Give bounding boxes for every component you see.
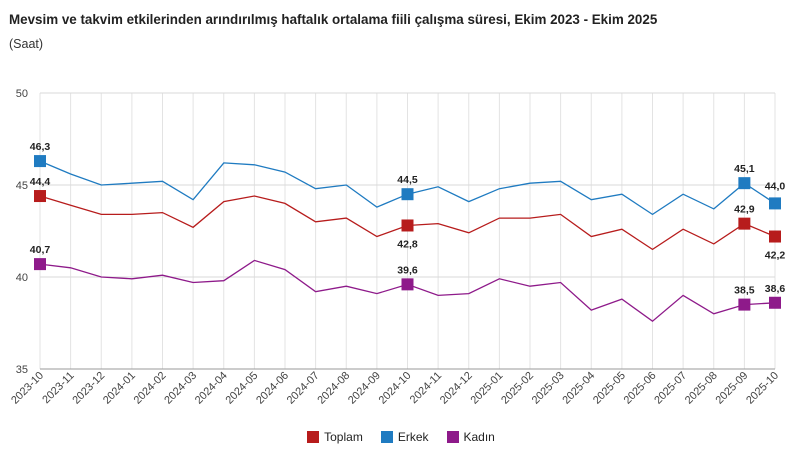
x-tick-label: 2024-01 xyxy=(101,370,138,407)
x-tick-label: 2024-12 xyxy=(438,370,475,407)
x-tick-label: 2024-06 xyxy=(254,370,291,407)
data-point-marker[interactable] xyxy=(401,278,414,291)
x-tick-label: 2025-05 xyxy=(591,370,628,407)
y-tick-label: 35 xyxy=(16,364,28,376)
data-label: 38,6 xyxy=(765,283,786,295)
data-label: 42,2 xyxy=(765,250,786,262)
data-point-marker[interactable] xyxy=(401,188,414,201)
legend: Toplam Erkek Kadın xyxy=(0,430,802,444)
x-tick-label: 2025-07 xyxy=(652,370,689,407)
data-label: 39,6 xyxy=(397,264,418,276)
x-tick-label: 2024-04 xyxy=(193,370,230,407)
x-tick-label: 2025-10 xyxy=(744,370,781,407)
data-label: 42,9 xyxy=(734,204,755,216)
x-tick-label: 2024-07 xyxy=(285,370,322,407)
chart-subtitle: (Saat) xyxy=(9,37,44,51)
legend-label-toplam: Toplam xyxy=(324,430,363,444)
data-label: 42,8 xyxy=(397,238,418,250)
data-point-marker[interactable] xyxy=(769,197,781,210)
y-axis: 35 40 45 50 xyxy=(16,88,28,376)
data-label: 38,5 xyxy=(734,285,755,297)
x-tick-label: 2025-02 xyxy=(499,370,536,407)
x-tick-label: 2023-11 xyxy=(40,370,76,406)
x-tick-label: 2025-09 xyxy=(713,370,750,407)
y-tick-label: 45 xyxy=(16,180,28,192)
data-label: 46,3 xyxy=(30,141,51,153)
data-point-marker[interactable] xyxy=(34,258,46,271)
x-tick-label: 2025-04 xyxy=(560,370,597,407)
legend-swatch-kadin xyxy=(446,431,459,443)
data-point-marker[interactable] xyxy=(34,155,46,168)
x-tick-label: 2025-03 xyxy=(530,370,567,407)
x-axis: 2023-102023-112023-122024-012024-022024-… xyxy=(9,368,781,407)
data-point-marker[interactable] xyxy=(34,190,46,203)
data-point-marker[interactable] xyxy=(401,219,414,232)
data-label: 44,4 xyxy=(30,176,51,188)
data-point-marker[interactable] xyxy=(738,177,751,190)
x-tick-label: 2023-12 xyxy=(70,370,107,407)
legend-item-erkek[interactable]: Erkek xyxy=(380,430,429,444)
y-tick-label: 50 xyxy=(16,88,28,100)
x-tick-label: 2024-11 xyxy=(408,370,444,406)
x-tick-label: 2024-05 xyxy=(223,370,260,407)
x-tick-label: 2025-01 xyxy=(468,370,505,407)
data-point-marker[interactable] xyxy=(738,298,751,311)
data-label: 45,1 xyxy=(734,163,755,175)
x-tick-label: 2024-02 xyxy=(132,370,169,407)
legend-label-erkek: Erkek xyxy=(397,430,429,444)
data-label: 44,0 xyxy=(765,180,786,192)
legend-label-kadin: Kadın xyxy=(463,430,495,444)
legend-item-toplam[interactable]: Toplam xyxy=(307,430,363,444)
legend-swatch-toplam xyxy=(307,431,320,443)
data-point-marker[interactable] xyxy=(769,230,781,243)
legend-swatch-erkek xyxy=(380,431,393,443)
series-markers xyxy=(34,155,781,311)
data-point-marker[interactable] xyxy=(738,217,751,230)
data-labels: 44,4 42,8 42,9 42,2 46,3 44,5 45,1 44,0 40,7 39,6… xyxy=(30,141,786,297)
x-tick-label: 2024-03 xyxy=(162,370,199,407)
y-tick-label: 40 xyxy=(16,272,28,284)
x-tick-label: 2024-10 xyxy=(377,370,414,407)
x-tick-label: 2024-08 xyxy=(315,370,352,407)
x-tick-label: 2024-09 xyxy=(346,370,383,407)
data-label: 44,5 xyxy=(397,174,418,186)
data-point-marker[interactable] xyxy=(769,296,781,309)
x-tick-label: 2025-08 xyxy=(683,370,720,407)
chart-title: Mevsim ve takvim etkilerinden arındırılm… xyxy=(9,12,658,27)
legend-item-kadin[interactable]: Kadın xyxy=(446,430,495,444)
data-label: 40,7 xyxy=(30,244,51,256)
x-tick-label: 2025-06 xyxy=(622,370,659,407)
